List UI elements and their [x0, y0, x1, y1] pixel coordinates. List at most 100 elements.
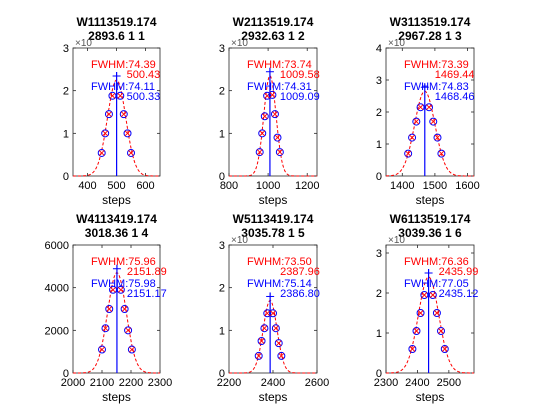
fwhm-label-red: FWHM:74.39 — [91, 59, 156, 71]
data-point-cross — [106, 306, 113, 312]
y-tick-label: 2 — [63, 86, 69, 98]
data-point — [120, 305, 129, 313]
data-point — [257, 337, 266, 345]
y-tick-label: 2 — [219, 86, 225, 98]
y-tick-label: 0 — [376, 171, 382, 183]
data-point — [127, 345, 136, 354]
y-exponent: ×10 — [231, 38, 248, 49]
data-point-cross — [129, 346, 135, 353]
data-point — [97, 148, 106, 157]
data-point — [408, 345, 417, 353]
data-point — [425, 103, 434, 112]
x-tick-label: 1500 — [423, 180, 447, 192]
data-point-cross — [430, 118, 437, 125]
data-point-cross — [264, 310, 271, 317]
axes-box — [385, 244, 475, 374]
center-label-red: 1469.44 — [435, 69, 475, 81]
x-tick-label: 2200 — [119, 377, 143, 389]
x-tick-label: 2400 — [261, 377, 285, 389]
data-point — [428, 291, 437, 299]
data-point-cross — [409, 346, 416, 352]
fwhm-label-red: FWHM:73.39 — [404, 59, 469, 71]
data-point — [270, 110, 279, 119]
data-point-cross — [261, 113, 268, 120]
subplot-subtitle: 3018.36 1 4 — [85, 226, 149, 240]
subplot-subtitle: 3035.78 1 5 — [241, 226, 305, 240]
center-label-red: 2151.89 — [127, 266, 167, 278]
data-point-cross — [413, 328, 420, 334]
y-tick-label: 3 — [376, 248, 382, 260]
data-point-cross — [438, 150, 445, 157]
x-tick-label: 2300 — [148, 377, 172, 389]
data-point-cross — [274, 134, 281, 141]
data-point-cross — [128, 150, 134, 156]
y-tick-label: 4 — [376, 43, 382, 55]
x-tick-label: 2200 — [217, 377, 241, 389]
center-label-blue: 2386.80 — [280, 288, 320, 300]
y-tick-label: 0 — [219, 171, 225, 183]
y-tick-label: 1 — [63, 128, 69, 140]
y-tick-label: 3 — [219, 240, 225, 252]
y-tick-label: 1 — [219, 128, 225, 140]
fit-curve — [229, 75, 317, 177]
data-point — [404, 149, 413, 158]
data-point — [98, 345, 106, 354]
x-axis-label: steps — [416, 390, 445, 404]
data-point — [416, 103, 425, 112]
data-point — [263, 309, 272, 318]
x-tick-label: 1400 — [390, 180, 414, 192]
data-point-cross — [409, 134, 415, 141]
data-point — [104, 110, 113, 119]
x-axis-label: steps — [102, 390, 131, 404]
data-point-cross — [278, 353, 285, 359]
data-point — [258, 129, 267, 138]
center-label-red: 2387.96 — [280, 266, 320, 278]
data-point-cross — [110, 286, 116, 293]
y-tick-label: 4000 — [45, 283, 69, 295]
data-point — [429, 117, 438, 126]
x-tick-label: 2300 — [374, 377, 398, 389]
data-point-cross — [441, 346, 448, 352]
data-point-cross — [102, 325, 109, 332]
data-point — [437, 327, 445, 335]
center-label-blue: 2151.17 — [127, 288, 167, 300]
fwhm-label-blue: FWHM:74.83 — [404, 81, 469, 93]
data-point — [432, 309, 441, 317]
y-tick-label: 3 — [63, 43, 69, 55]
data-point — [437, 149, 446, 158]
fwhm-label-red: FWHM:73.74 — [247, 59, 312, 71]
data-point — [101, 129, 110, 138]
y-exponent: ×10 — [75, 38, 92, 49]
fwhm-label-red: FWHM:75.96 — [91, 256, 156, 268]
data-point — [416, 309, 425, 317]
x-tick-label: 1200 — [295, 180, 319, 192]
x-axis-label: steps — [416, 193, 445, 207]
fwhm-label-blue: FWHM:77.05 — [404, 278, 469, 290]
x-tick-label: 2500 — [437, 377, 461, 389]
x-tick-label: 2600 — [305, 377, 329, 389]
x-tick-label: 1000 — [256, 180, 280, 192]
y-tick-label: 2 — [376, 107, 382, 119]
x-tick-label: 600 — [136, 180, 154, 192]
data-point-cross — [270, 310, 276, 317]
data-point-cross — [106, 111, 112, 117]
subplot-title: W4113419.174 — [76, 212, 157, 226]
x-axis-label: steps — [259, 193, 288, 207]
data-point — [116, 91, 125, 100]
data-point-cross — [430, 292, 436, 298]
fit-curve — [229, 299, 317, 374]
data-point — [127, 148, 135, 157]
fwhm-label-blue: FWHM:74.31 — [247, 81, 312, 93]
data-point — [101, 324, 110, 333]
x-tick-label: 800 — [220, 180, 238, 192]
y-exponent: ×10 — [388, 235, 405, 246]
axes-box — [228, 47, 318, 177]
data-point — [275, 148, 284, 157]
data-point-cross — [98, 150, 105, 156]
data-point-cross — [121, 306, 128, 312]
data-point-cross — [259, 130, 266, 137]
x-axis-label: steps — [102, 193, 131, 207]
data-point-cross — [273, 325, 279, 332]
